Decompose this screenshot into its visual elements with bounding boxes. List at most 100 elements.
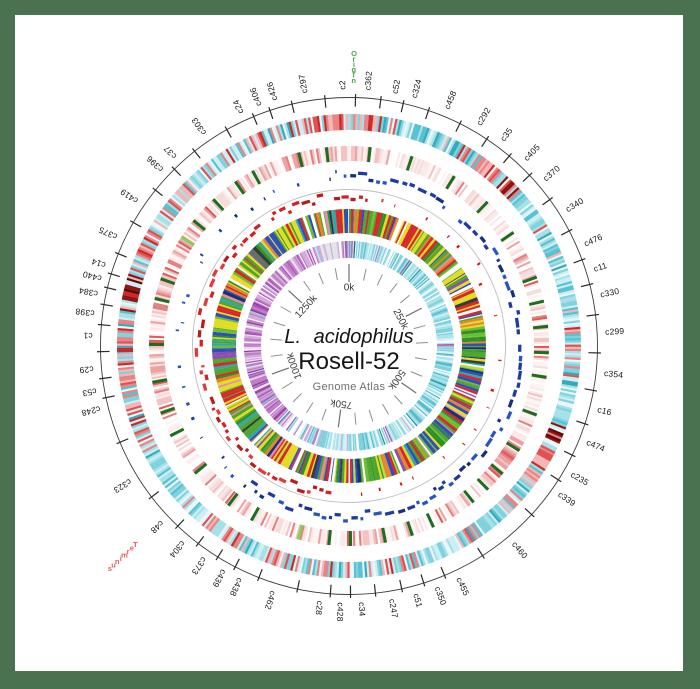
contig-boundary-tick	[399, 579, 404, 593]
contig-label-c16: c16	[596, 404, 612, 417]
contig-boundary-tick	[584, 388, 598, 392]
contig-boundary-tick	[420, 574, 426, 587]
scale-minor-tick	[292, 393, 302, 403]
scale-major-tick	[337, 409, 342, 428]
contig-boundary-tick	[296, 580, 300, 593]
contig-boundary-tick	[192, 148, 201, 159]
contig-boundary-tick	[522, 172, 533, 182]
contig-label-c29: c29	[79, 364, 94, 375]
scale-minor-tick	[321, 408, 327, 421]
scale-ring: 0k 250k 500k 750k 1000k 1250k	[270, 264, 428, 428]
contig-label-c384: c384	[78, 285, 99, 299]
contig-label-c350: c350	[433, 585, 449, 607]
origin-marker-letter: g	[352, 65, 357, 74]
terminus-marker-letter: u	[111, 561, 116, 570]
contig-boundary-tick	[114, 251, 127, 258]
contig-label-c51: c51	[411, 592, 424, 608]
contig-label-c34: c34	[357, 602, 368, 617]
scale-minor-tick	[334, 268, 338, 281]
contig-label-c247: c247	[387, 598, 400, 619]
origin-marker-letter: n	[351, 76, 356, 85]
contig-label-c292: c292	[474, 105, 492, 127]
contig-label-c462: c462	[263, 590, 278, 611]
contig-boundary-tick	[440, 566, 447, 579]
separator-circle	[192, 189, 506, 503]
contig-label-c460: c460	[510, 539, 530, 560]
contig-label-c48: c48	[149, 519, 166, 536]
ring-dash-ring-blue	[175, 169, 523, 523]
scale-minor-tick	[393, 395, 403, 405]
scale-major-tick	[405, 307, 423, 317]
contig-label-c299: c299	[605, 326, 625, 337]
scale-minor-tick	[354, 412, 357, 425]
scale-minor-tick	[273, 321, 286, 327]
terminus-marker-letter: m	[121, 550, 128, 559]
contig-label-c24: c24	[231, 98, 246, 115]
contig-label-c439: c439	[210, 568, 228, 590]
contig-label-c455: c455	[454, 576, 471, 598]
contig-boundary-tick	[99, 376, 112, 380]
contig-boundary-tick	[586, 313, 600, 317]
contig-boundary-tick	[107, 272, 120, 278]
scale-major-tick	[288, 290, 303, 304]
contig-label-c396: c396	[144, 154, 165, 175]
contig-label-c398: c398	[75, 306, 95, 318]
scale-minor-tick	[270, 354, 283, 357]
contig-boundary-tick	[455, 120, 462, 132]
contig-label-c11: c11	[592, 260, 608, 274]
contig-boundary-tick	[195, 536, 205, 547]
contig-label-c354: c354	[604, 368, 624, 380]
contig-label-c426: c426	[264, 81, 279, 102]
contig-label-c440: c440	[81, 269, 102, 284]
scale-label-750k: 750k	[329, 396, 353, 410]
ring-heatmap-pink-green-bars	[148, 145, 550, 547]
contig-label-c303: c303	[189, 116, 208, 138]
contig-label-c405: c405	[521, 142, 542, 163]
contig-label-c419: c419	[118, 187, 140, 206]
contig-label-c373: c373	[190, 555, 209, 577]
contig-boundary-tick	[102, 395, 115, 399]
contig-label-c330: c330	[599, 286, 620, 300]
contig-label-c474: c474	[585, 437, 607, 454]
contig-label-c370: c370	[541, 163, 562, 183]
contig-boundary-tick	[233, 558, 240, 571]
contig-label-c52: c52	[390, 79, 402, 95]
contig-label-c476: c476	[582, 232, 604, 249]
scale-label-250k: 250k	[390, 307, 410, 332]
contig-boundary-tick	[550, 474, 562, 483]
contig-boundary-tick	[580, 282, 594, 288]
contig-boundary-tick	[573, 258, 586, 264]
scale-minor-tick	[318, 272, 324, 285]
scale-label-1250k: 1250k	[293, 292, 320, 320]
scale-minor-tick	[280, 306, 292, 313]
contig-boundary-tick	[425, 107, 431, 120]
contig-boundary-tick	[100, 303, 113, 307]
contig-label-c37: c37	[161, 144, 178, 161]
terminus-marker-letter: r	[127, 547, 130, 556]
origin-marker-letter: O	[351, 49, 357, 58]
contig-label-c2: c2	[337, 80, 347, 90]
scale-major-tick	[271, 367, 290, 375]
scale-minor-tick	[410, 371, 423, 377]
contig-boundary-tick	[174, 519, 185, 530]
contig-label-c14: c14	[90, 256, 107, 270]
contig-label-c406: c406	[247, 86, 263, 108]
contig-boundary-tick	[576, 420, 589, 426]
contig-boundary-tick	[152, 187, 163, 197]
contig-boundary-tick	[563, 450, 576, 458]
origin-marker-letter: i	[353, 71, 355, 80]
contig-boundary-tick	[268, 106, 274, 120]
terminus-marker-letter: i	[120, 554, 122, 563]
contig-label-c28: c28	[314, 600, 326, 615]
contig-label-c362: c362	[362, 70, 373, 90]
terminus-marker-letter: s	[108, 564, 112, 573]
contig-label-c35: c35	[498, 126, 515, 144]
contig-boundary-tick	[251, 113, 258, 126]
scale-minor-tick	[306, 402, 314, 413]
contig-label-c235: c235	[569, 469, 591, 487]
scale-minor-tick	[414, 357, 427, 361]
